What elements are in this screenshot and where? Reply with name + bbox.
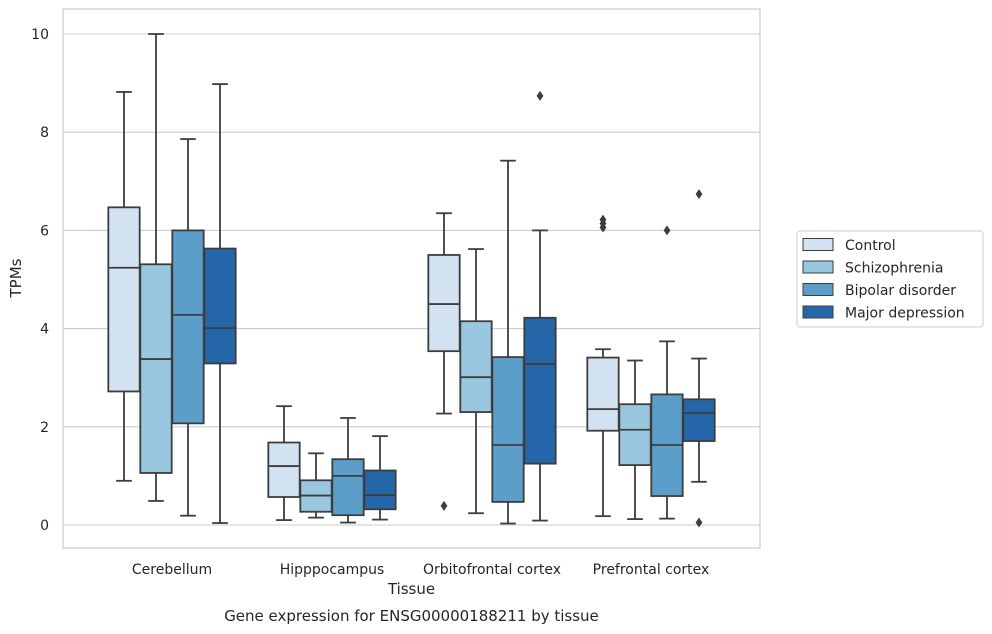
box xyxy=(107,91,141,482)
outlier-point xyxy=(599,214,607,225)
legend-label: Control xyxy=(845,238,896,254)
x-tick-labels: Cerebellum Hipppocampus Orbitofrontal cort… xyxy=(132,562,709,578)
box xyxy=(331,417,365,524)
outlier-point xyxy=(695,189,703,200)
box-body xyxy=(523,316,557,465)
box xyxy=(618,359,652,521)
box-body xyxy=(586,356,620,432)
x-tick-label: Prefrontal cortex xyxy=(593,562,710,578)
outlier-point xyxy=(536,90,544,101)
x-tick-label: Orbitofrontal cortex xyxy=(423,562,561,578)
box xyxy=(427,212,461,511)
box xyxy=(682,189,716,528)
box-body xyxy=(171,229,205,425)
x-axis-label: Tissue xyxy=(387,580,435,598)
x-tick-label: Cerebellum xyxy=(132,562,212,578)
outlier-point xyxy=(663,225,671,236)
box xyxy=(491,159,525,525)
box-body xyxy=(618,403,652,466)
box-body xyxy=(331,458,365,517)
x-tick-label: Hipppocampus xyxy=(280,562,385,578)
box xyxy=(203,83,237,524)
legend-swatch xyxy=(802,305,834,319)
legend: Control Schizophrenia Bipolar disorder Majo… xyxy=(796,230,984,328)
legend-swatch xyxy=(802,260,834,274)
box-body xyxy=(107,206,141,393)
box-body xyxy=(139,263,173,474)
box xyxy=(299,452,333,519)
legend-label: Bipolar disorder xyxy=(845,283,956,299)
box xyxy=(650,225,684,520)
box-body xyxy=(459,320,493,413)
box xyxy=(139,33,173,502)
outlier-point xyxy=(695,517,703,528)
legend-frame xyxy=(796,230,984,328)
box-body xyxy=(682,398,716,442)
legend-swatch xyxy=(802,238,834,251)
box-body xyxy=(267,441,301,498)
y-tick-label: 10 xyxy=(31,27,49,43)
y-tick-label: 0 xyxy=(40,518,49,534)
legend-label: Schizophrenia xyxy=(845,261,943,277)
chart-caption: Gene expression for ENSG00000188211 by t… xyxy=(224,607,599,625)
box-body xyxy=(491,356,525,503)
box-body xyxy=(203,247,237,365)
legend-swatch xyxy=(802,283,834,296)
y-tick-label: 4 xyxy=(40,322,49,338)
box xyxy=(586,214,620,518)
box xyxy=(523,90,557,522)
box-groups xyxy=(107,33,716,528)
y-axis-label: TPMs xyxy=(7,258,25,298)
box xyxy=(171,138,205,517)
y-tick-label: 8 xyxy=(40,125,49,141)
y-tick-label: 6 xyxy=(40,223,49,239)
y-tick-label: 2 xyxy=(40,420,49,436)
y-tick-labels: 0 2 4 6 8 10 xyxy=(31,27,49,534)
box-body xyxy=(427,254,461,353)
box xyxy=(363,435,397,521)
box xyxy=(267,405,301,521)
box-body xyxy=(363,469,397,511)
outlier-point xyxy=(440,500,448,511)
legend-label: Major depression xyxy=(845,306,965,322)
